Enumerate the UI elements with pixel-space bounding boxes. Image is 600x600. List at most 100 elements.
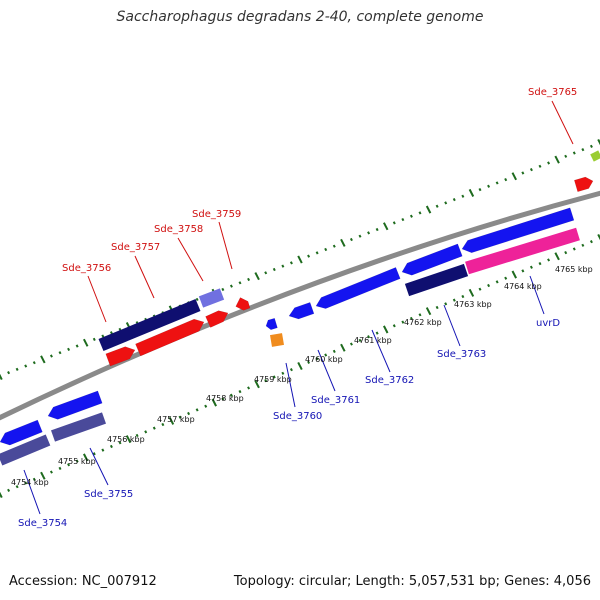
tick-mark — [24, 364, 28, 368]
tick-mark — [383, 222, 389, 231]
tick-label: 4761 kbp — [354, 336, 392, 345]
genome-summary-text: Topology: circular; Length: 5,057,531 bp… — [233, 574, 591, 589]
callout-line — [551, 100, 574, 145]
tick-label: 4762 kbp — [404, 318, 442, 327]
tick-mark — [324, 353, 328, 357]
tick-mark — [238, 281, 242, 285]
tick-mark — [572, 247, 576, 251]
tick-mark — [238, 389, 242, 394]
gene-feature — [401, 243, 463, 276]
tick-mark — [289, 368, 293, 372]
tick-mark — [392, 324, 396, 328]
callout-line — [371, 329, 391, 373]
tick-mark — [101, 448, 105, 452]
tick-mark — [547, 161, 551, 165]
tick-mark — [15, 485, 19, 489]
tick-label: 4756 kbp — [107, 435, 145, 444]
tick-mark — [49, 354, 53, 358]
gene-feature — [98, 298, 201, 352]
tick-mark — [264, 271, 268, 275]
gene-label-sde_3758: Sde_3758 — [154, 224, 203, 235]
map-title: Saccharophagus degradans 2-40, complete … — [116, 9, 484, 25]
tick-label: 4759 kbp — [254, 375, 292, 384]
tick-mark — [247, 386, 251, 390]
tick-mark — [487, 184, 491, 188]
tick-mark — [135, 433, 139, 438]
tick-mark — [495, 181, 499, 185]
gene-features — [0, 150, 600, 466]
tick-label: 4765 kbp — [555, 265, 593, 274]
tick-mark — [597, 233, 600, 241]
tick-mark — [32, 361, 36, 365]
tick-mark — [75, 459, 79, 463]
tick-mark — [195, 297, 199, 302]
callout-line — [218, 221, 233, 270]
tick-mark — [495, 280, 499, 284]
tick-mark — [461, 194, 465, 198]
tick-mark — [161, 422, 165, 427]
tick-mark — [254, 272, 260, 281]
gene-feature — [404, 263, 469, 297]
callout-line — [23, 469, 41, 515]
callout-line — [317, 349, 336, 392]
gene-feature — [235, 297, 251, 311]
tick-mark — [554, 155, 560, 164]
gene-feature — [573, 176, 594, 193]
tick-mark — [118, 441, 122, 445]
tick-mark — [109, 331, 113, 335]
tick-mark — [211, 398, 217, 407]
tick-mark — [392, 221, 396, 225]
tick-mark — [538, 261, 542, 266]
tick-mark — [221, 397, 225, 401]
tick-mark — [529, 168, 533, 172]
tick-mark — [289, 261, 293, 265]
tick-mark — [221, 287, 225, 292]
tick-mark — [67, 347, 71, 351]
gene-feature — [205, 310, 229, 328]
gene-label-sde_3762: Sde_3762 — [365, 375, 414, 386]
tick-mark — [168, 416, 175, 425]
gene-feature — [461, 207, 575, 254]
tick-mark — [92, 337, 96, 341]
gene-label-sde_3757: Sde_3757 — [111, 242, 160, 253]
tick-mark — [254, 380, 260, 389]
tick-mark — [7, 488, 11, 492]
tick-mark — [272, 267, 276, 272]
tick-mark — [468, 188, 475, 197]
tick-mark — [367, 231, 371, 235]
tick-mark — [375, 227, 379, 232]
callout-line — [89, 447, 109, 486]
tick-label: 4755 kbp — [58, 457, 96, 466]
tick-label: 4763 kbp — [454, 300, 492, 309]
tick-mark — [315, 357, 319, 361]
tick-mark — [452, 197, 456, 202]
tick-mark — [272, 375, 276, 379]
gene-feature — [105, 346, 136, 367]
tick-mark — [75, 344, 79, 348]
gene-label-sde_3759: Sde_3759 — [192, 209, 241, 220]
tick-mark — [529, 265, 533, 269]
tick-mark — [340, 238, 346, 247]
tick-label: 4764 kbp — [504, 282, 542, 291]
tick-mark — [425, 307, 432, 316]
tick-mark — [444, 302, 448, 306]
tick-mark — [409, 214, 413, 218]
backbone — [0, 190, 600, 421]
tick-mark — [487, 283, 491, 288]
tick-mark — [92, 452, 96, 456]
tick-mark — [383, 325, 389, 334]
gene-feature — [265, 317, 278, 331]
callout-line — [177, 237, 204, 282]
tick-mark — [375, 331, 379, 335]
tick-mark — [83, 338, 89, 347]
tick-labels: 4754 kbp 4755 kbp 4756 kbp 4757 kbp 4758 kbp… — [11, 265, 593, 487]
tick-label: 4760 kbp — [305, 355, 343, 364]
gene-feature — [315, 267, 401, 309]
tick-mark — [504, 276, 508, 280]
tick-mark — [32, 477, 36, 481]
tick-mark — [478, 287, 482, 291]
tick-mark — [435, 305, 439, 310]
tick-mark — [461, 294, 465, 299]
tick-mark — [264, 379, 268, 383]
tick-mark — [367, 335, 371, 339]
